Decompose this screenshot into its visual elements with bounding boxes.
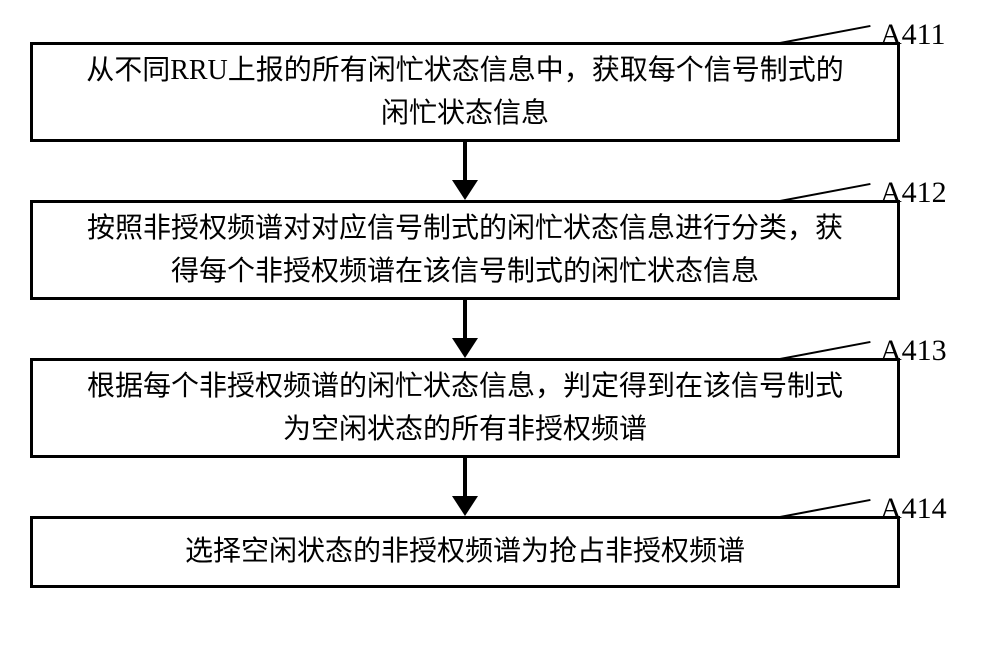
step-label-a412: A412 (880, 176, 947, 210)
step-box-a413: 根据每个非授权频谱的闲忙状态信息，判定得到在该信号制式 为空闲状态的所有非授权频… (30, 358, 900, 458)
arrow-shaft (463, 300, 467, 338)
arrow-shaft (463, 142, 467, 180)
step-text: 选择空闲状态的非授权频谱为抢占非授权频谱 (185, 530, 745, 573)
arrow-shaft (463, 458, 467, 496)
arrow-head-icon (452, 180, 478, 200)
step-label-a413: A413 (880, 334, 947, 368)
step-text: 从不同RRU上报的所有闲忙状态信息中，获取每个信号制式的 闲忙状态信息 (86, 49, 844, 136)
step-text: 按照非授权频谱对对应信号制式的闲忙状态信息进行分类，获 得每个非授权频谱在该信号… (87, 207, 843, 294)
arrow-head-icon (452, 338, 478, 358)
step-text: 根据每个非授权频谱的闲忙状态信息，判定得到在该信号制式 为空闲状态的所有非授权频… (87, 365, 843, 452)
step-box-a414: 选择空闲状态的非授权频谱为抢占非授权频谱 (30, 516, 900, 588)
arrow-head-icon (452, 496, 478, 516)
step-box-a412: 按照非授权频谱对对应信号制式的闲忙状态信息进行分类，获 得每个非授权频谱在该信号… (30, 200, 900, 300)
step-label-a414: A414 (880, 492, 947, 526)
step-label-a411: A411 (880, 18, 946, 52)
flowchart-canvas: 从不同RRU上报的所有闲忙状态信息中，获取每个信号制式的 闲忙状态信息 A411 按… (0, 0, 1000, 662)
step-box-a411: 从不同RRU上报的所有闲忙状态信息中，获取每个信号制式的 闲忙状态信息 (30, 42, 900, 142)
